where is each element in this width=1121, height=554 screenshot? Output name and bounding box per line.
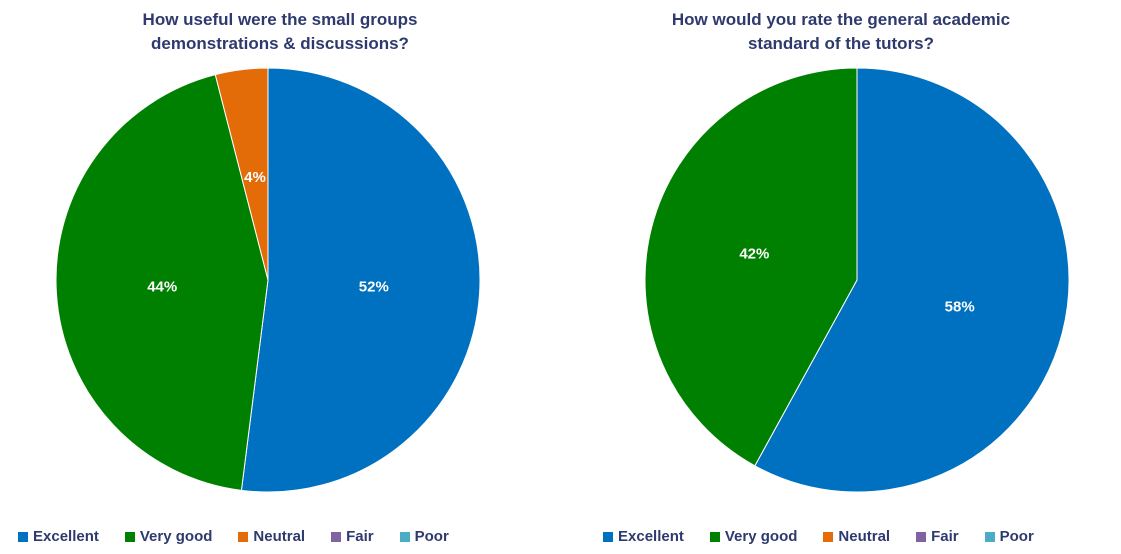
legend-label: Excellent <box>33 528 99 545</box>
legend-item-excellent: Excellent <box>18 528 99 545</box>
chart-title-line-1: How would you rate the general academic <box>671 10 1011 29</box>
pie-plot: 52% 44% 4% <box>55 67 481 493</box>
pie-plot: 58% 42% <box>644 67 1070 493</box>
data-label-excellent: 52% <box>359 279 389 296</box>
legend-swatch <box>124 531 135 542</box>
legend-item-very-good: Very good <box>709 528 798 545</box>
legend-item-poor: Poor <box>984 528 1034 545</box>
legend-swatch <box>823 531 834 542</box>
data-label-very-good: 44% <box>147 279 177 296</box>
legend-label: Poor <box>414 528 449 545</box>
pie-slice-very-good <box>55 74 269 491</box>
legend-swatch <box>916 531 927 542</box>
legend-item-excellent: Excellent <box>603 528 684 545</box>
legend-item-neutral: Neutral <box>823 528 890 545</box>
legend-swatch <box>399 531 410 542</box>
chart-title-line-2: standard of the tutors? <box>747 34 935 53</box>
chart-legend: Excellent Very good Neutral Fair Poor <box>18 528 475 545</box>
chart-title: How useful were the small groups demonst… <box>0 8 560 56</box>
legend-label: Very good <box>724 528 798 545</box>
legend-label: Excellent <box>618 528 684 545</box>
legend-item-very-good: Very good <box>124 528 213 545</box>
legend-swatch <box>18 531 28 542</box>
legend-label: Fair <box>931 528 959 545</box>
pie-chart-small-groups: How useful were the small groups demonst… <box>0 0 560 554</box>
data-label-very-good: 42% <box>739 246 769 263</box>
legend-item-fair: Fair <box>331 528 374 545</box>
data-label-neutral: 4% <box>244 169 266 186</box>
legend-label: Poor <box>999 528 1034 545</box>
pie-chart-academic-standard: How would you rate the general academic … <box>561 0 1121 554</box>
data-label-excellent: 58% <box>945 298 975 315</box>
pie-slice-excellent <box>240 67 481 493</box>
legend-label: Very good <box>139 528 213 545</box>
legend-swatch <box>603 531 613 542</box>
legend-item-fair: Fair <box>916 528 959 545</box>
legend-label: Neutral <box>253 528 306 545</box>
legend-swatch <box>238 531 249 542</box>
chart-title: How would you rate the general academic … <box>561 8 1121 56</box>
legend-item-neutral: Neutral <box>238 528 305 545</box>
legend-swatch <box>709 531 720 542</box>
pie-slice-excellent <box>754 67 1070 493</box>
legend-label: Neutral <box>838 528 891 545</box>
legend-label: Fair <box>346 528 374 545</box>
pie-slice-very-good <box>644 67 858 467</box>
pie-slice-neutral <box>214 67 269 281</box>
chart-title-line-2: demonstrations & discussions? <box>151 34 409 53</box>
legend-item-poor: Poor <box>399 528 449 545</box>
chart-legend: Excellent Very good Neutral Fair Poor <box>603 528 1060 545</box>
legend-swatch <box>331 531 342 542</box>
legend-swatch <box>984 531 995 542</box>
chart-title-line-1: How useful were the small groups <box>142 10 418 29</box>
